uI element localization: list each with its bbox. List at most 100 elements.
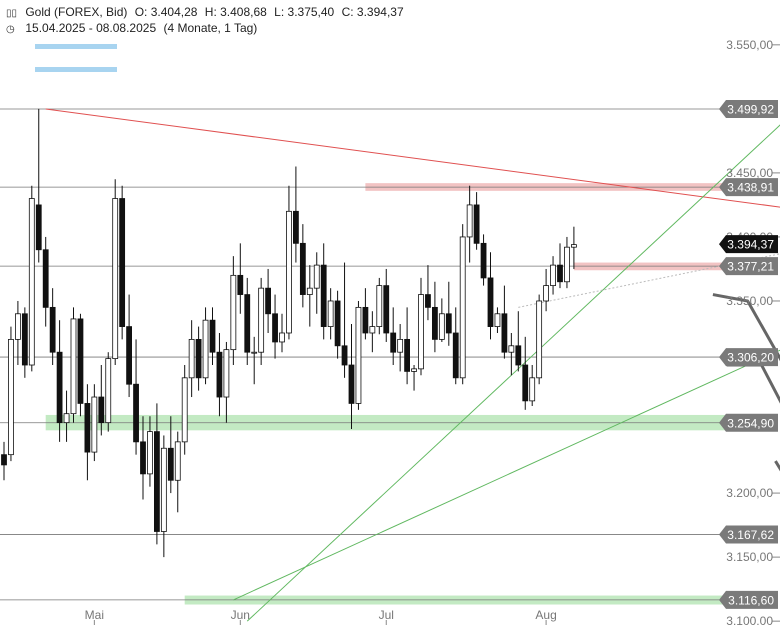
candle-body xyxy=(438,313,445,340)
candle-body xyxy=(466,204,473,238)
low-value: L: 3.375,40 xyxy=(274,5,335,19)
candle-body xyxy=(515,345,522,366)
candle-body xyxy=(174,441,181,481)
period-label: (4 Monate, 1 Tag) xyxy=(163,21,258,35)
trendline xyxy=(233,349,780,601)
level-label: 3.167,62 xyxy=(727,528,774,542)
candle-body xyxy=(140,441,146,475)
candle-body xyxy=(126,326,132,385)
candle-body xyxy=(209,319,216,353)
legend-swatch-2 xyxy=(35,67,117,72)
candle-body xyxy=(98,396,105,424)
candle-body xyxy=(376,285,383,327)
candle-body xyxy=(286,210,292,334)
level-tag xyxy=(719,99,778,118)
candle-body xyxy=(473,204,480,244)
level-label: 3.116,60 xyxy=(728,593,774,607)
candle-body xyxy=(28,198,35,366)
candle-body xyxy=(543,285,549,302)
candle-body xyxy=(35,204,42,251)
candle-body xyxy=(341,345,348,366)
level-tag xyxy=(719,413,778,432)
candle-body xyxy=(244,294,251,353)
candle-body xyxy=(529,377,536,402)
candle-body xyxy=(411,368,417,372)
candle-body xyxy=(188,338,195,379)
candle-body xyxy=(230,274,237,351)
candle-body xyxy=(445,313,452,334)
candle-body xyxy=(355,306,362,404)
candle-body xyxy=(397,338,404,353)
candle-body xyxy=(70,318,77,415)
level-label: 3.377,21 xyxy=(727,260,774,274)
candle-body xyxy=(536,300,543,379)
candle-body xyxy=(112,198,119,360)
open-value: O: 3.404,28 xyxy=(134,5,198,19)
candle-body xyxy=(195,338,202,379)
x-tick-label: Aug xyxy=(535,608,556,622)
candle-body xyxy=(147,431,153,475)
candle-body xyxy=(494,313,501,327)
candle-body xyxy=(1,454,7,466)
level-tag xyxy=(719,348,778,367)
clock-icon: ◷ xyxy=(6,24,15,35)
candle-body xyxy=(56,351,63,424)
trendline xyxy=(518,253,780,308)
candle-body xyxy=(63,413,70,424)
candle-body xyxy=(133,383,139,443)
level-tag xyxy=(719,178,778,197)
y-tick-label: 3.350,00 xyxy=(726,294,773,308)
current-price-tag xyxy=(719,235,778,254)
candle-body xyxy=(91,396,98,453)
chart-header: ▯▯ Gold (FOREX, Bid) O: 3.404,28 H: 3.40… xyxy=(6,5,408,19)
candle-body xyxy=(459,236,466,379)
y-tick-label: 3.550,00 xyxy=(726,38,773,52)
level-tag xyxy=(719,590,778,609)
legend-swatch-1 xyxy=(35,44,117,49)
level-label: 3.438,91 xyxy=(727,181,774,195)
candle-body xyxy=(522,364,529,402)
candle-body xyxy=(390,332,397,353)
candle-body xyxy=(313,264,320,289)
x-tick-label: Jun xyxy=(231,608,250,622)
candle-body xyxy=(348,364,355,404)
candle-body xyxy=(181,377,188,443)
y-tick-label: 3.100,00 xyxy=(726,614,773,625)
bearish-scenario-arrow-1 xyxy=(712,293,780,362)
level-label: 3.254,90 xyxy=(727,416,774,430)
y-tick-label: 3.200,00 xyxy=(726,486,773,500)
candle-body xyxy=(564,246,570,283)
candle-body xyxy=(557,264,563,283)
candle-body xyxy=(84,403,91,453)
current-price-label: 3.394,37 xyxy=(727,238,774,252)
x-tick-label: Mai xyxy=(85,608,104,622)
candle-body xyxy=(8,338,14,456)
level-label: 3.306,20 xyxy=(727,351,774,365)
candle-body xyxy=(299,242,306,295)
x-tick-label: Jul xyxy=(379,608,394,622)
candle-body xyxy=(306,287,313,295)
candle-body xyxy=(425,294,431,308)
candle-body xyxy=(508,345,515,353)
candle-body xyxy=(265,287,272,315)
trendline xyxy=(45,108,780,208)
candle-body xyxy=(279,332,285,343)
instrument-name: Gold (FOREX, Bid) xyxy=(25,5,128,19)
candle-body xyxy=(327,300,334,327)
level-label: 3.499,92 xyxy=(727,102,774,116)
candle-body xyxy=(105,358,112,424)
candle-body xyxy=(119,198,126,327)
y-tick-label: 3.450,00 xyxy=(726,166,773,180)
close-value: C: 3.394,37 xyxy=(341,5,404,19)
candle-body xyxy=(167,447,174,481)
candle-body xyxy=(418,294,424,370)
y-tick-label: 3.150,00 xyxy=(726,550,773,564)
chart-period: ◷ 15.04.2025 - 08.08.2025 (4 Monate, 1 T… xyxy=(6,21,261,35)
high-value: H: 3.408,68 xyxy=(204,5,267,19)
candle-body xyxy=(223,349,230,398)
candle-body xyxy=(237,274,244,295)
level-tag xyxy=(719,525,778,544)
candle-body xyxy=(452,332,459,379)
candle-body xyxy=(14,313,21,340)
